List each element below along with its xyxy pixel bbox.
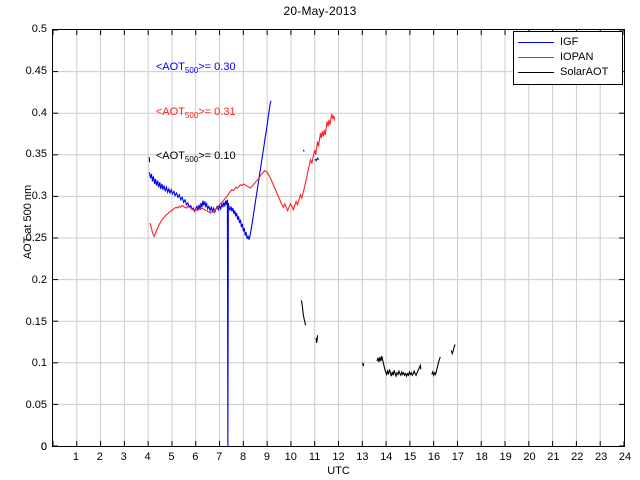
x-tick-label: 1 xyxy=(72,451,79,463)
series-path-iopan xyxy=(150,114,335,236)
y-axis-label: AOT at 500 nm xyxy=(22,184,34,260)
series-path-solaraot xyxy=(363,363,364,366)
legend-swatch-igf xyxy=(518,42,554,43)
y-tick-label: 0.5 xyxy=(31,23,47,35)
x-tick-label: 24 xyxy=(618,451,632,463)
series-path-solaraot xyxy=(316,335,317,342)
series-path-igf xyxy=(303,150,304,152)
x-tick-label: 9 xyxy=(263,451,270,463)
x-tick-label: 12 xyxy=(332,451,345,463)
legend-item-iopan[interactable]: IOPAN xyxy=(518,50,618,65)
x-tick-label: 8 xyxy=(239,451,247,463)
series-path-solaraot xyxy=(432,357,441,375)
y-tick-label: 0.45 xyxy=(25,64,47,77)
x-tick-label: 22 xyxy=(571,451,584,463)
x-tick-label: 16 xyxy=(427,451,441,463)
series-path-igf xyxy=(315,158,318,160)
legend-label-iopan: IOPAN xyxy=(560,51,594,63)
x-tick-label: 19 xyxy=(499,451,512,463)
y-tick-label: 0.1 xyxy=(31,357,47,370)
x-tick-label: 13 xyxy=(356,451,369,463)
origin-tick-label: 0 xyxy=(40,441,47,453)
y-tick-label: 0.2 xyxy=(31,273,47,286)
y-tick-label: 0 xyxy=(40,441,47,453)
series-path-solaraot xyxy=(451,344,455,353)
x-tick-label: 15 xyxy=(404,451,417,463)
y-tick-label: 0.3 xyxy=(31,190,47,203)
plot-area xyxy=(52,29,625,447)
x-tick-label: 6 xyxy=(192,451,199,463)
legend-label-igf: IGF xyxy=(560,36,579,48)
x-axis-label: UTC xyxy=(327,465,350,477)
x-tick-label: 21 xyxy=(547,451,560,463)
x-tick-label: 14 xyxy=(380,451,393,463)
y-tick-label: 0.4 xyxy=(31,106,47,119)
x-tick-label: 10 xyxy=(284,451,297,463)
y-tick-label: 0.05 xyxy=(25,399,47,412)
x-tick-label: 5 xyxy=(168,451,175,463)
mean-aot-annotation: <AOT500>= 0.10 xyxy=(155,149,236,164)
y-tick-label: 0.25 xyxy=(25,232,47,244)
mean-aot-annotation: <AOT500>= 0.31 xyxy=(155,106,236,121)
y-tick-label: 0.15 xyxy=(25,315,47,328)
mean-aot-annotation: <AOT500>= 0.30 xyxy=(155,61,236,76)
x-tick-label: 4 xyxy=(144,451,151,463)
legend-label-solaraot: SolarAOT xyxy=(560,66,609,78)
data-series-layer xyxy=(53,30,624,446)
series-path-solaraot xyxy=(377,356,421,376)
x-tick-label: 2 xyxy=(96,451,103,463)
series-path-solaraot xyxy=(301,300,305,325)
x-tick-label: 18 xyxy=(475,451,488,463)
x-tick-label: 17 xyxy=(451,451,464,463)
x-tick-label: 3 xyxy=(120,451,127,463)
x-tick-label: 7 xyxy=(216,451,223,463)
x-tick-label: 11 xyxy=(308,451,321,463)
legend-item-solaraot[interactable]: SolarAOT xyxy=(518,65,618,80)
x-tick-label: 20 xyxy=(523,451,536,463)
grid-lines xyxy=(53,30,624,446)
chart-title: 20-May-2013 xyxy=(283,4,357,18)
y-tick-label: 0.35 xyxy=(25,148,47,161)
x-tick-label: 23 xyxy=(595,451,608,463)
legend-swatch-iopan xyxy=(518,57,554,58)
chart-legend[interactable]: IGF IOPAN SolarAOT xyxy=(513,31,623,85)
legend-item-igf[interactable]: IGF xyxy=(518,35,618,50)
legend-swatch-solaraot xyxy=(518,72,554,73)
